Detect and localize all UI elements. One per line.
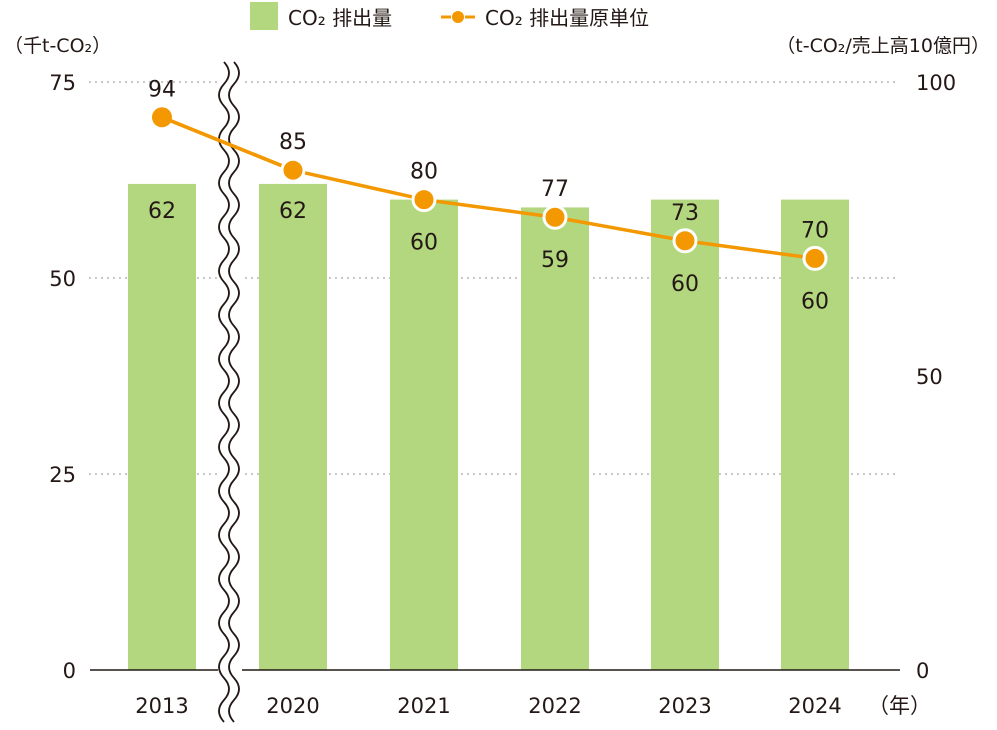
line-point (152, 107, 172, 128)
line-data-label: 94 (148, 77, 176, 102)
line-data-label: 70 (801, 218, 829, 243)
legend-label-line: CO₂ 排出量原単位 (485, 6, 649, 30)
bar-data-label: 60 (801, 289, 829, 314)
bar-data-label: 60 (410, 231, 438, 256)
bar (781, 199, 849, 670)
line-data-label: 73 (671, 201, 699, 226)
x-tick-label: 2013 (135, 694, 188, 718)
line-data-labels: 94 85 80 77 73 70 (148, 77, 829, 271)
x-unit-label: （年） (868, 694, 931, 718)
line-point (411, 187, 437, 213)
x-tick-label: 2020 (266, 694, 319, 718)
y-left-tick-label: 0 (63, 659, 76, 683)
gridlines (88, 80, 902, 476)
bar (259, 183, 327, 671)
x-tick-label: 2024 (788, 694, 841, 718)
legend: CO₂ 排出量 CO₂ 排出量原単位 (250, 2, 649, 30)
y-left-ticks: 0 25 50 75 (49, 71, 76, 683)
line-point (802, 245, 828, 271)
bar-data-label: 62 (279, 199, 307, 224)
line-point (672, 228, 698, 254)
axis-break-gap (218, 58, 242, 723)
axis-break-wave (218, 61, 230, 723)
y-left-unit-label: （千t-CO₂） (4, 35, 111, 57)
axis-break-wave (228, 61, 240, 723)
y-left-tick-label: 25 (49, 463, 76, 487)
y-right-tick-label: 0 (916, 659, 929, 683)
bar-data-labels: 62 62 60 59 60 60 (148, 199, 829, 314)
legend-swatch-bar (250, 2, 278, 30)
bar (651, 199, 719, 670)
bar-data-label: 59 (541, 248, 569, 273)
legend-label-bar: CO₂ 排出量 (288, 6, 392, 30)
bar-data-label: 62 (148, 199, 176, 224)
bar-series (128, 183, 849, 671)
x-tick-labels: 2013 2020 2021 2022 2023 2024 (135, 694, 841, 718)
y-right-tick-label: 50 (916, 365, 943, 389)
y-left-tick-label: 75 (49, 71, 76, 95)
line-point (280, 157, 306, 183)
bar (128, 183, 196, 671)
y-right-unit-label: （t-CO₂/売上高10億円） (776, 35, 990, 57)
x-tick-label: 2021 (397, 694, 450, 718)
line-series (161, 115, 816, 261)
x-tick-label: 2023 (658, 694, 711, 718)
bar-data-label: 60 (671, 272, 699, 297)
line-point (542, 204, 568, 230)
line-path (161, 115, 816, 261)
y-right-tick-label: 100 (916, 71, 956, 95)
bar (390, 199, 458, 670)
x-tick-label: 2022 (528, 694, 581, 718)
line-data-label: 80 (410, 160, 438, 185)
y-right-ticks: 0 50 100 (916, 71, 956, 683)
line-data-label: 77 (541, 177, 569, 202)
bar (521, 207, 589, 670)
y-left-tick-label: 50 (49, 267, 76, 291)
legend-marker (452, 11, 464, 23)
line-data-label: 85 (279, 130, 307, 155)
